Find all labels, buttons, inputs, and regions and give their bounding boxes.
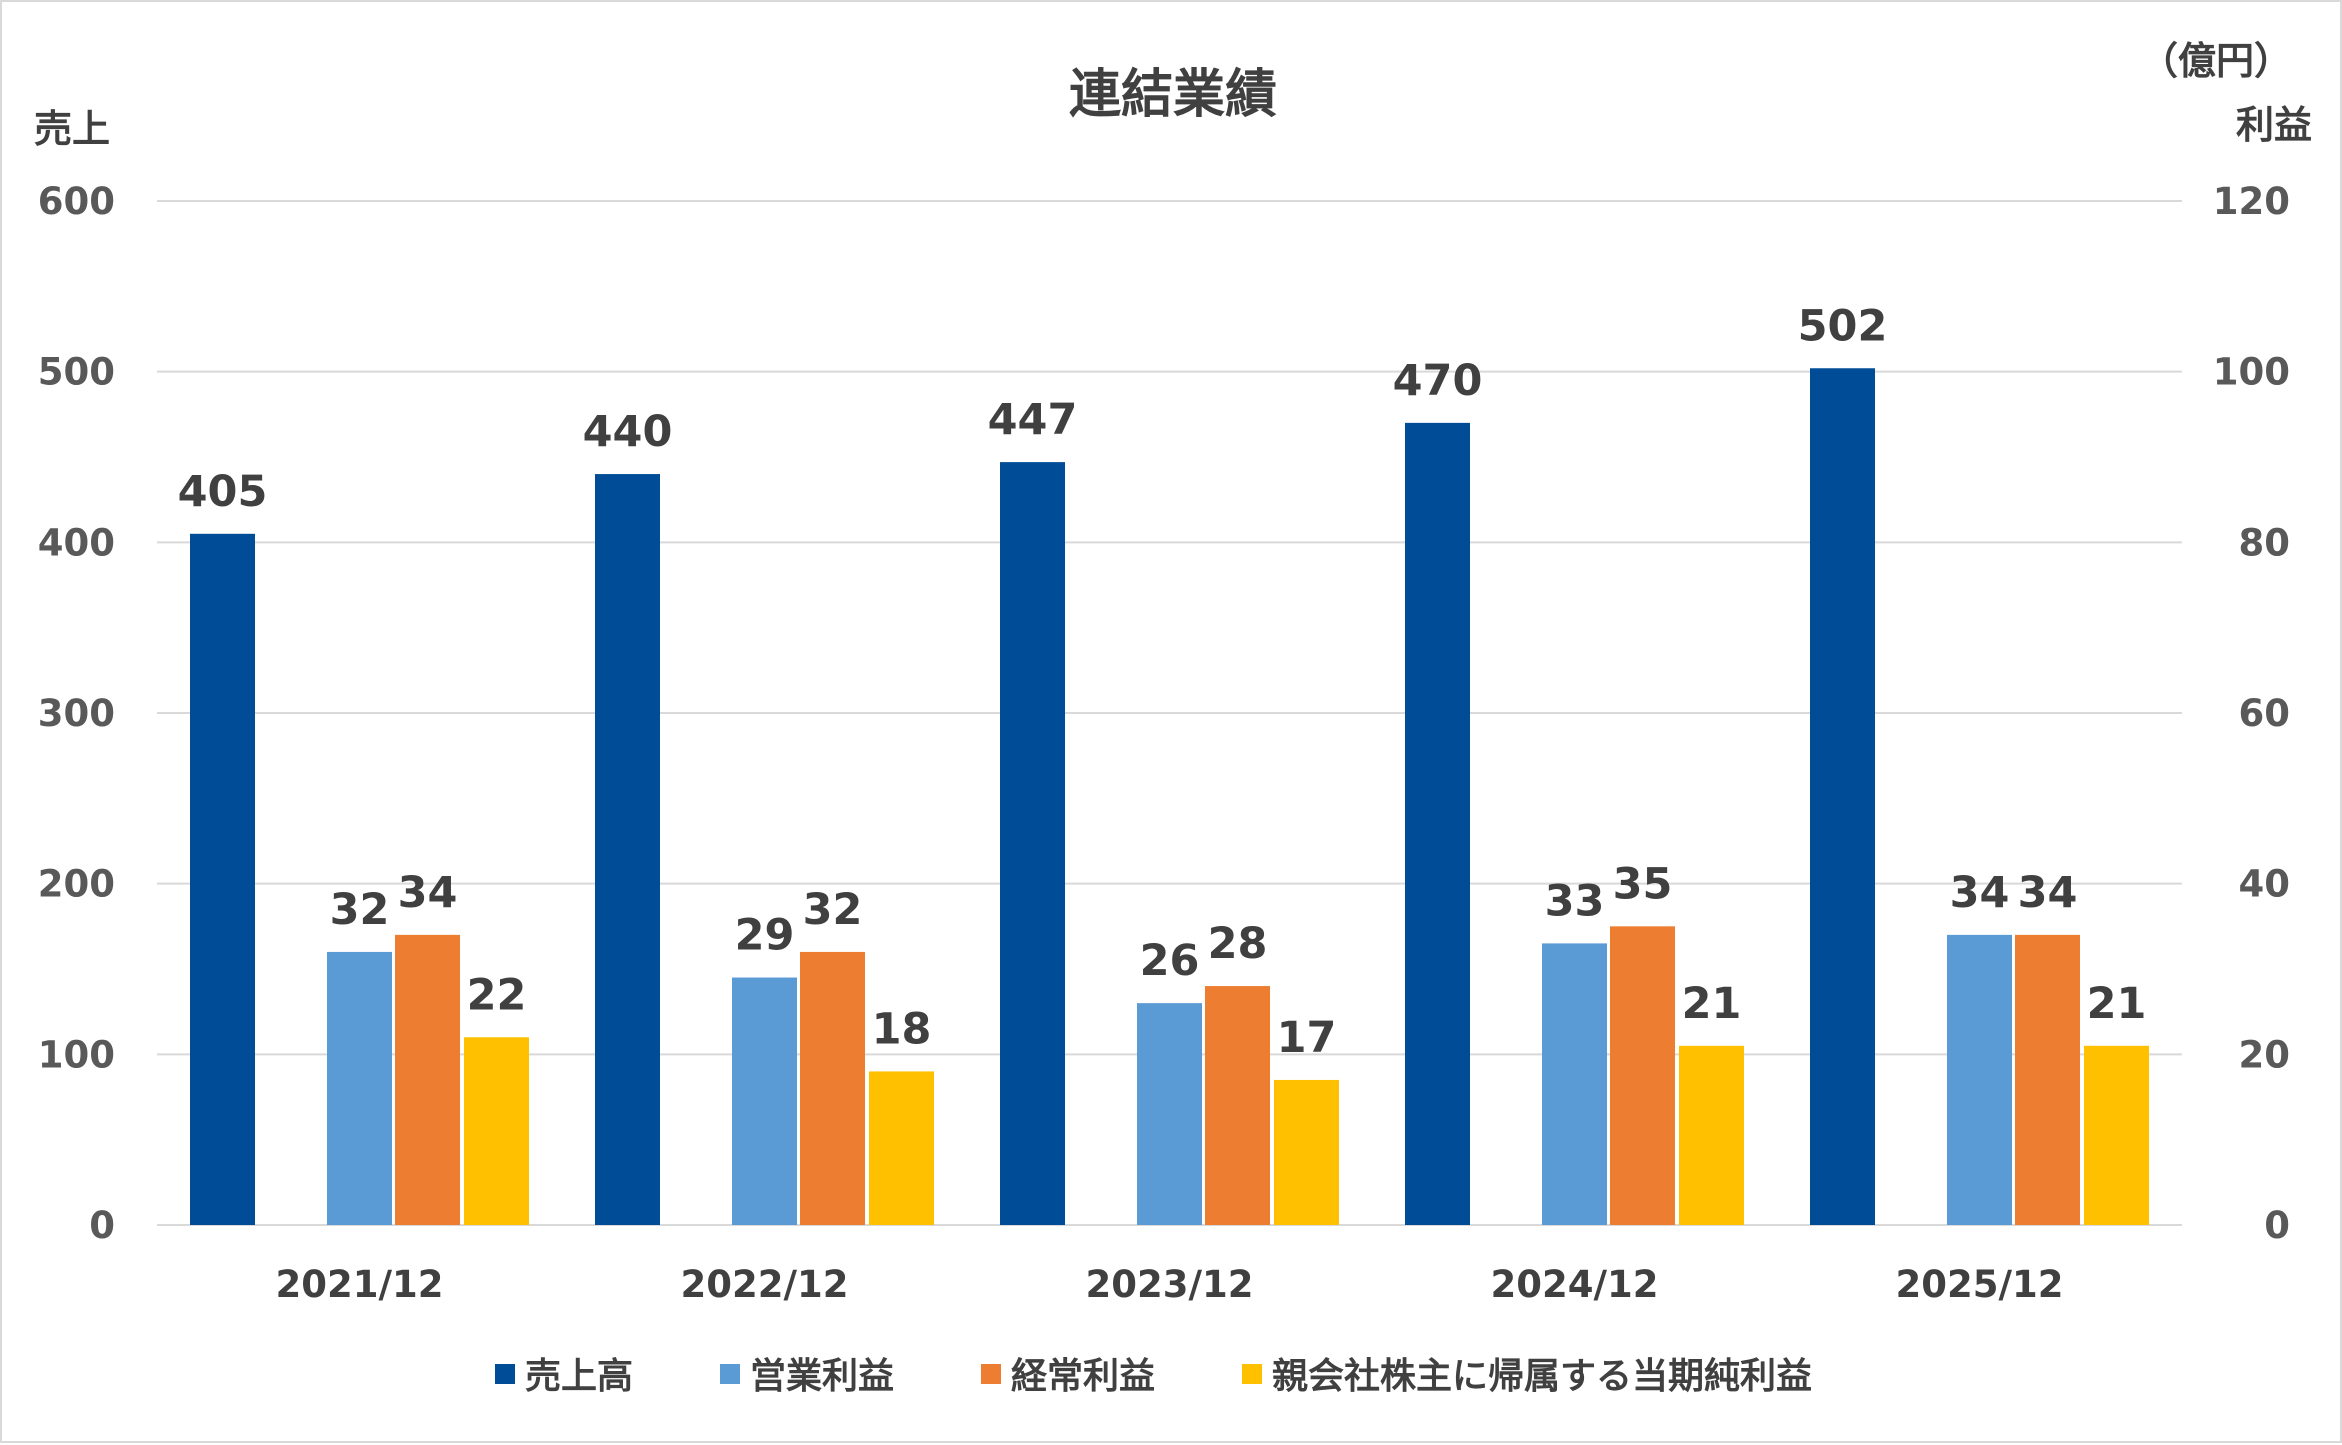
data-label: 34 <box>2018 868 2078 918</box>
bar <box>2015 934 2080 1225</box>
left-tick-label: 500 <box>38 351 115 394</box>
bar <box>327 951 392 1225</box>
legend-swatch <box>495 1364 515 1384</box>
data-label: 502 <box>1798 301 1888 351</box>
bar <box>1947 934 2012 1225</box>
right-tick-label: 0 <box>2264 1204 2290 1247</box>
bar <box>595 474 660 1226</box>
bar <box>1542 943 1607 1225</box>
bars <box>190 368 2149 1226</box>
bar <box>1810 368 1875 1226</box>
bar <box>1000 462 1065 1225</box>
chart-title: 連結業績 <box>1069 65 1277 125</box>
legend-swatch <box>1242 1364 1262 1384</box>
data-label: 440 <box>583 407 673 457</box>
legend-label: 経常利益 <box>1011 1356 1155 1397</box>
data-label: 405 <box>178 467 268 517</box>
category-label: 2023/12 <box>1086 1263 1254 1306</box>
bar <box>800 951 865 1225</box>
legend-swatch <box>720 1364 740 1384</box>
data-label: 17 <box>1277 1013 1337 1063</box>
data-label: 447 <box>988 395 1078 445</box>
data-label: 28 <box>1208 919 1268 969</box>
data-label: 26 <box>1140 936 1200 986</box>
left-tick-label: 600 <box>38 180 115 223</box>
right-axis-ticks: 0 20 40 60 80 100 120 <box>2213 180 2290 1247</box>
data-label: 32 <box>330 885 390 935</box>
right-tick-label: 40 <box>2239 863 2291 906</box>
data-label: 470 <box>1393 356 1483 406</box>
bar <box>1205 986 1270 1225</box>
right-tick-label: 120 <box>2213 180 2290 223</box>
bar <box>1679 1045 1744 1225</box>
category-label: 2021/12 <box>276 1263 444 1306</box>
data-label: 32 <box>803 885 863 935</box>
data-label: 29 <box>735 911 795 961</box>
category-label: 2025/12 <box>1896 1263 2064 1306</box>
data-label: 18 <box>872 1004 932 1054</box>
left-axis-ticks: 0 100 200 300 400 500 600 <box>38 180 115 1247</box>
unit-label: （億円） <box>2140 39 2292 83</box>
left-axis-title: 売上 <box>34 107 110 151</box>
right-tick-label: 100 <box>2213 351 2290 394</box>
data-label: 34 <box>398 868 458 918</box>
bar <box>1610 926 1675 1225</box>
legend-label: 売上高 <box>525 1356 633 1397</box>
bar <box>2084 1045 2149 1225</box>
data-label: 21 <box>1682 979 1742 1029</box>
category-labels: 2021/12 2022/12 2023/12 2024/12 2025/12 <box>276 1263 2064 1306</box>
legend: 売上高 営業利益 経常利益 親会社株主に帰属する当期純利益 <box>495 1356 1812 1397</box>
left-tick-label: 400 <box>38 521 115 564</box>
right-tick-label: 20 <box>2239 1033 2291 1076</box>
category-label: 2022/12 <box>681 1263 849 1306</box>
right-tick-label: 80 <box>2239 521 2291 564</box>
data-label: 21 <box>2087 979 2147 1029</box>
right-axis-title: 利益 <box>2236 103 2312 147</box>
legend-label: 親会社株主に帰属する当期純利益 <box>1272 1356 1812 1397</box>
data-label: 33 <box>1545 876 1605 926</box>
left-tick-label: 100 <box>38 1033 115 1076</box>
left-tick-label: 0 <box>89 1204 115 1247</box>
left-tick-label: 300 <box>38 692 115 735</box>
bar <box>190 533 255 1225</box>
bar <box>1137 1003 1202 1225</box>
bar <box>1274 1079 1339 1225</box>
category-label: 2024/12 <box>1491 1263 1659 1306</box>
data-label: 34 <box>1950 868 2010 918</box>
bar <box>464 1037 529 1225</box>
right-tick-label: 60 <box>2239 692 2291 735</box>
bar <box>732 977 797 1225</box>
data-label: 22 <box>467 970 527 1020</box>
legend-label: 営業利益 <box>750 1356 894 1397</box>
bar <box>1405 422 1470 1225</box>
legend-swatch <box>981 1364 1001 1384</box>
bar <box>869 1071 934 1225</box>
bar <box>395 934 460 1225</box>
data-label: 35 <box>1613 859 1673 909</box>
left-tick-label: 200 <box>38 863 115 906</box>
